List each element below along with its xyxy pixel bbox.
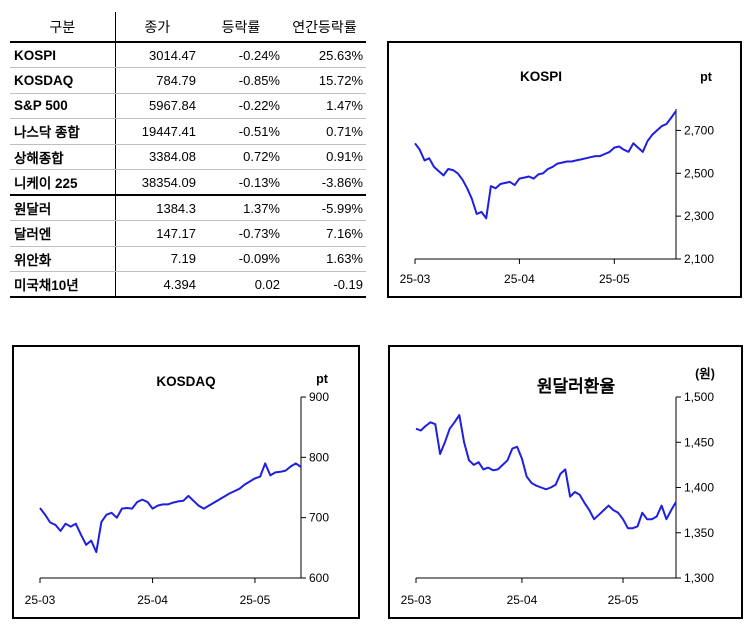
cell-change: -0.09%: [199, 246, 283, 272]
cell-close: 38354.09: [115, 169, 199, 196]
cell-ytd: -0.19: [283, 271, 366, 298]
cell-change: -0.24%: [199, 42, 283, 68]
chart-title: 원달러환율: [537, 376, 616, 396]
y-tick-label: 2,300: [684, 209, 714, 223]
cell-close: 3014.47: [115, 42, 199, 68]
column-header: 연간등락률: [283, 12, 366, 43]
table-row: 원달러 1384.3 1.37% -5.99%: [10, 195, 366, 221]
cell-name: 위안화: [10, 246, 116, 272]
cell-close: 4.394: [115, 271, 199, 298]
table-row: KOSDAQ 784.79 -0.85% 15.72%: [10, 67, 366, 94]
chart-title: KOSDAQ: [156, 374, 215, 389]
cell-change: 1.37%: [199, 195, 283, 221]
cell-name: 나스닥 종합: [10, 118, 116, 145]
x-tick-label: 25-05: [599, 272, 630, 286]
table-row: S&P 500 5967.84 -0.22% 1.47%: [10, 93, 366, 119]
table-row: 니케이 225 38354.09 -0.13% -3.86%: [10, 169, 366, 196]
x-tick-label: 25-03: [25, 593, 56, 607]
x-tick-label: 25-03: [400, 272, 431, 286]
x-tick-label: 25-04: [504, 272, 535, 286]
cell-close: 19447.41: [115, 118, 199, 145]
table-row: 위안화 7.19 -0.09% 1.63%: [10, 246, 366, 272]
chart-title: KOSPI: [520, 69, 562, 84]
y-tick-label: 2,100: [684, 252, 714, 266]
series-line: [39, 462, 302, 554]
cell-name: 미국채10년: [10, 271, 116, 298]
y-tick-label: 1,450: [684, 435, 714, 449]
table-body: KOSPI 3014.47 -0.24% 25.63% KOSDAQ 784.79 -0.8…: [10, 42, 366, 298]
y-tick-label: 900: [309, 390, 329, 404]
cell-close: 147.17: [115, 220, 199, 247]
cell-change: 0.02: [199, 271, 283, 298]
kosdaq-chart-panel: KOSDAQ pt 600 700 800 900 25-03 25-04 25-05: [12, 345, 360, 619]
cell-name: 상해종합: [10, 144, 116, 170]
cell-change: -0.22%: [199, 93, 283, 119]
y-axis-unit: pt: [700, 70, 713, 84]
cell-name: 달러엔: [10, 220, 116, 247]
x-tick-label: 25-03: [401, 593, 432, 607]
kospi-chart-panel: KOSPI pt 2,100 2,300 2,500 2,700 25-03 25-04 2…: [387, 41, 742, 298]
cell-ytd: 7.16%: [283, 220, 366, 247]
series-line: [415, 414, 677, 530]
column-header: 종가: [115, 12, 199, 43]
y-axis-unit: (원): [695, 367, 715, 381]
column-header: 등락률: [199, 12, 283, 43]
cell-change: -0.51%: [199, 118, 283, 145]
cell-change: 0.72%: [199, 144, 283, 170]
table-row: KOSPI 3014.47 -0.24% 25.63%: [10, 42, 366, 68]
cell-close: 5967.84: [115, 93, 199, 119]
cell-name: KOSPI: [10, 42, 116, 68]
table-row: 나스닥 종합 19447.41 -0.51% 0.71%: [10, 118, 366, 145]
table-row: 상해종합 3384.08 0.72% 0.91%: [10, 144, 366, 170]
cell-ytd: 25.63%: [283, 42, 366, 68]
cell-ytd: 1.63%: [283, 246, 366, 272]
cell-close: 7.19: [115, 246, 199, 272]
series-line: [414, 110, 677, 220]
x-tick-label: 25-04: [507, 593, 538, 607]
cell-change: -0.85%: [199, 67, 283, 94]
y-tick-label: 2,500: [684, 166, 714, 180]
y-tick-label: 800: [309, 450, 329, 464]
x-tick-label: 25-05: [608, 593, 639, 607]
y-tick-label: 700: [309, 511, 329, 525]
cell-name: S&P 500: [10, 93, 116, 119]
x-tick-label: 25-05: [240, 593, 271, 607]
cell-ytd: -5.99%: [283, 195, 366, 221]
cell-ytd: 0.71%: [283, 118, 366, 145]
table-row: 달러엔 147.17 -0.73% 7.16%: [10, 220, 366, 247]
cell-ytd: 1.47%: [283, 93, 366, 119]
column-header: 구분: [10, 12, 116, 43]
cell-name: KOSDAQ: [10, 67, 116, 94]
cell-close: 1384.3: [115, 195, 199, 221]
cell-close: 784.79: [115, 67, 199, 94]
cell-ytd: -3.86%: [283, 169, 366, 196]
y-tick-label: 1,350: [684, 526, 714, 540]
cell-name: 원달러: [10, 195, 116, 221]
y-tick-label: 1,300: [684, 571, 714, 585]
table-row: 미국채10년 4.394 0.02 -0.19: [10, 271, 366, 298]
cell-close: 3384.08: [115, 144, 199, 170]
y-tick-label: 600: [309, 571, 329, 585]
cell-change: -0.73%: [199, 220, 283, 247]
cell-name: 니케이 225: [10, 169, 116, 196]
cell-change: -0.13%: [199, 169, 283, 196]
market-summary-table: 구분 종가 등락률 연간등락률 KOSPI 3014.47 -0.24% 25.63%…: [10, 12, 366, 298]
cell-ytd: 0.91%: [283, 144, 366, 170]
x-tick-label: 25-04: [137, 593, 168, 607]
kosdaq-line-chart: KOSDAQ pt 600 700 800 900 25-03 25-04 25-05: [25, 372, 330, 607]
y-axis-unit: pt: [316, 372, 329, 386]
y-tick-label: 2,700: [684, 123, 714, 137]
kospi-line-chart: KOSPI pt 2,100 2,300 2,500 2,700 25-03 25-04 2…: [400, 69, 715, 286]
usdkrw-line-chart: 원달러환율 (원) 1,300 1,350 1,400 1,450 1,500 25-03…: [401, 367, 715, 607]
table-header-row: 구분 종가 등락률 연간등락률: [10, 12, 366, 43]
cell-ytd: 15.72%: [283, 67, 366, 94]
usdkrw-chart-panel: 원달러환율 (원) 1,300 1,350 1,400 1,450 1,500 25-03…: [388, 345, 743, 619]
y-tick-label: 1,400: [684, 481, 714, 495]
y-tick-label: 1,500: [684, 390, 714, 404]
